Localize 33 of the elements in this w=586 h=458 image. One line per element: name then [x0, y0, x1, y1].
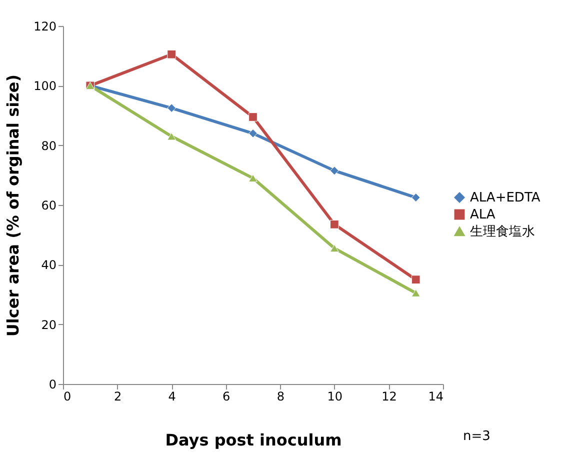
- y-tick-label: 60: [41, 198, 56, 212]
- x-tick-label: 0: [64, 390, 72, 404]
- y-tick-label: 120: [34, 20, 56, 34]
- point: [167, 132, 176, 140]
- y-tick-label: 80: [41, 138, 56, 153]
- point: [411, 193, 420, 202]
- y-tick-label: 100: [34, 79, 56, 94]
- legend-label: ALA+EDTA: [470, 190, 540, 206]
- y-tick-label: 40: [41, 258, 56, 272]
- x-tick-label: 14: [428, 390, 444, 404]
- x-tick-label: 12: [382, 390, 397, 404]
- point: [411, 289, 420, 297]
- point: [248, 128, 258, 138]
- legend-label: ALA: [470, 208, 496, 222]
- point: [248, 112, 258, 122]
- y-tick-label: 20: [41, 318, 56, 332]
- x-tick-label: 8: [276, 390, 284, 404]
- legend-label: 生理食塩水: [470, 224, 535, 240]
- point: [248, 174, 258, 182]
- x-tick-label: 4: [168, 390, 176, 404]
- x-tick-label: 10: [327, 390, 343, 404]
- point: [411, 275, 420, 284]
- point: [167, 50, 176, 59]
- point: [330, 244, 339, 252]
- y-axis-title: Ulcer area (% of orginal size): [4, 74, 23, 337]
- x-tick-label: 2: [114, 390, 122, 404]
- point: [330, 166, 339, 176]
- y-tick-label: 0: [48, 378, 56, 392]
- text: n=3: [463, 429, 490, 444]
- point: [167, 104, 176, 112]
- x-axis-title: Days post inoculum: [165, 430, 342, 450]
- point: [330, 220, 339, 229]
- x-tick-label: 6: [222, 390, 230, 404]
